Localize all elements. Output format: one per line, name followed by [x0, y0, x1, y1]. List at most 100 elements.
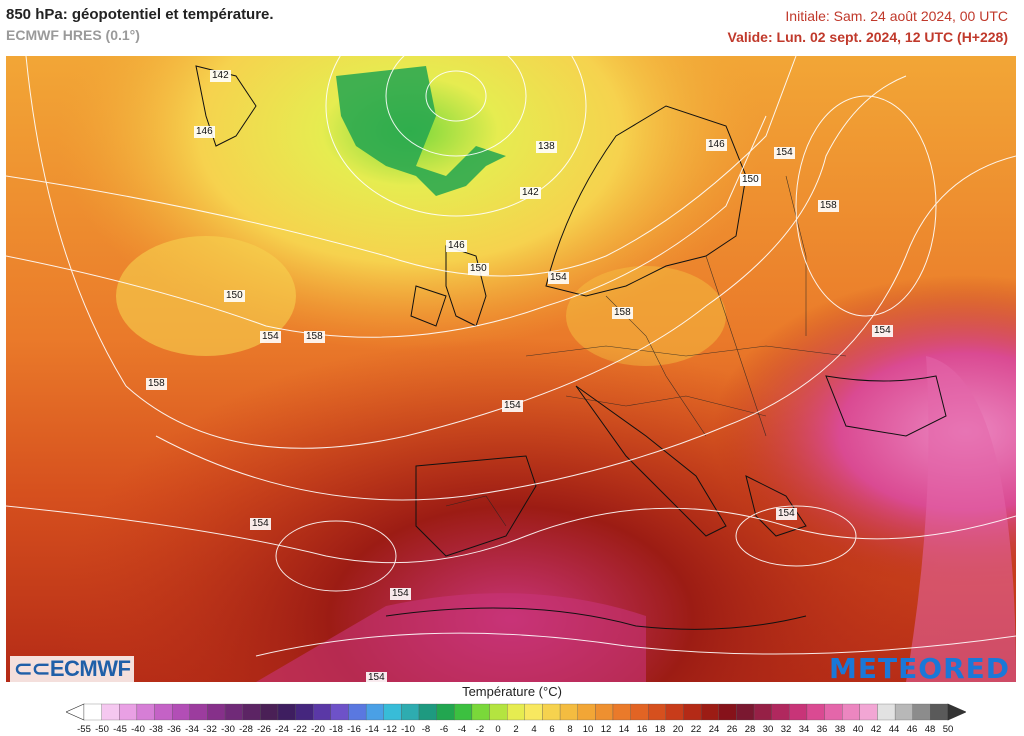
legend-swatch — [454, 703, 473, 721]
legend-swatch — [224, 703, 243, 721]
legend-tick-label: -50 — [95, 724, 109, 735]
legend-tick-label: 0 — [495, 724, 501, 735]
contour-label: 158 — [612, 307, 633, 319]
legend-swatch — [718, 703, 737, 721]
legend-tick-label: -30 — [221, 724, 235, 735]
legend-swatch — [330, 703, 349, 721]
legend-swatch — [383, 703, 402, 721]
legend-swatch — [700, 703, 719, 721]
contour-label: 142 — [210, 70, 231, 82]
legend-swatch — [313, 703, 332, 721]
heat-east — [6, 56, 1016, 682]
legend-tick-label: 4 — [531, 724, 537, 735]
contour-label: 146 — [194, 126, 215, 138]
legend-tick-label: -40 — [131, 724, 145, 735]
map-title: 850 hPa: géopotentiel et température. — [6, 6, 274, 23]
legend-swatch — [736, 703, 755, 721]
legend-tick-label: 6 — [549, 724, 555, 735]
legend-tick-label: -34 — [185, 724, 199, 735]
legend-swatch — [295, 703, 314, 721]
contour-label: 154 — [548, 272, 569, 284]
legend-tick-label: 28 — [744, 724, 756, 735]
contour-label: 154 — [366, 672, 387, 682]
legend-swatch — [824, 703, 843, 721]
legend-tick-label: 14 — [618, 724, 630, 735]
legend-tick-label: 22 — [690, 724, 702, 735]
contour-label: 154 — [872, 325, 893, 337]
legend-tick-label: -8 — [421, 724, 431, 735]
meteored-logo: METEORED — [829, 652, 1010, 682]
legend-tick-label: -32 — [203, 724, 217, 735]
legend-swatch — [842, 703, 860, 721]
contour-label: 142 — [520, 187, 541, 199]
legend-swatch — [665, 703, 684, 721]
legend-swatch — [894, 703, 913, 721]
legend-swatch — [507, 703, 525, 721]
legend-tick-label: 48 — [924, 724, 936, 735]
contour-label: 154 — [502, 400, 523, 412]
contour-label: 150 — [224, 290, 245, 302]
legend-swatch — [789, 703, 808, 721]
legend-tick-label: -4 — [457, 724, 467, 735]
legend-tick-label: -14 — [365, 724, 379, 735]
geopotential-contours — [6, 56, 1016, 657]
color-legend — [66, 703, 966, 721]
contour-label: 146 — [446, 240, 467, 252]
valid-time: Valide: Lun. 02 sept. 2024, 12 UTC (H+22… — [727, 29, 1009, 45]
legend-tick-label: 32 — [780, 724, 792, 735]
legend-swatch — [771, 703, 790, 721]
legend-tick-label: 44 — [888, 724, 900, 735]
legend-swatch — [912, 703, 931, 721]
legend-swatch — [559, 703, 578, 721]
legend-tick-label: -6 — [439, 724, 449, 735]
legend-swatch — [471, 703, 490, 721]
legend-swatch — [348, 703, 367, 721]
legend-title: Température (°C) — [462, 684, 562, 699]
legend-tick-label: 36 — [816, 724, 828, 735]
legend-arrow-right — [947, 703, 966, 721]
legend-tick-label: -10 — [401, 724, 415, 735]
legend-swatch — [277, 703, 296, 721]
map-canvas — [6, 56, 1016, 682]
legend-tick-label: 2 — [513, 724, 519, 735]
legend-swatch — [119, 703, 138, 721]
legend-swatch — [365, 703, 384, 721]
legend-swatch — [260, 703, 279, 721]
legend-tick-label: -16 — [347, 724, 361, 735]
legend-swatch — [859, 703, 878, 721]
legend-swatch — [207, 703, 226, 721]
legend-swatch — [683, 703, 702, 721]
cold-pool — [336, 66, 506, 196]
legend-swatch — [436, 703, 455, 721]
legend-swatch — [753, 703, 772, 721]
legend-swatch — [806, 703, 825, 721]
legend-swatch — [930, 703, 949, 721]
legend-tick-label: 46 — [906, 724, 918, 735]
weather-map[interactable]: 142 146 138 142 146 154 150 150 158 146 … — [6, 56, 1016, 682]
contour-label: 138 — [536, 141, 557, 153]
contour-label: 158 — [818, 200, 839, 212]
legend-tick-label: 30 — [762, 724, 774, 735]
legend-swatch — [542, 703, 561, 721]
header-left: 850 hPa: géopotentiel et température. EC… — [6, 6, 274, 43]
legend-ticks: -55 -50 -45 -40 -38 -36 -34 -32 -30 -28 -26 -24 -22-… — [77, 724, 953, 736]
legend-tick-label: -28 — [239, 724, 253, 735]
legend-tick-label: -18 — [329, 724, 343, 735]
legend-tick-label: 20 — [672, 724, 684, 735]
legend-swatch — [101, 703, 120, 721]
legend-tick-label: -22 — [293, 724, 307, 735]
contour-label: 154 — [774, 147, 795, 159]
legend-tick-label: -26 — [257, 724, 271, 735]
legend-tick-label: -2 — [475, 724, 485, 735]
legend-swatch — [83, 703, 102, 721]
contour-label: 150 — [740, 174, 761, 186]
legend-tick-label: 24 — [708, 724, 720, 735]
borders — [445, 175, 847, 527]
legend-swatch — [242, 703, 261, 721]
contour-label: 158 — [146, 378, 167, 390]
legend-tick-label: 42 — [870, 724, 882, 735]
legend-tick-label: -20 — [311, 724, 325, 735]
legend-tick-label: 40 — [852, 724, 864, 735]
contour-label: 154 — [260, 331, 281, 343]
legend-tick-label: 12 — [600, 724, 612, 735]
